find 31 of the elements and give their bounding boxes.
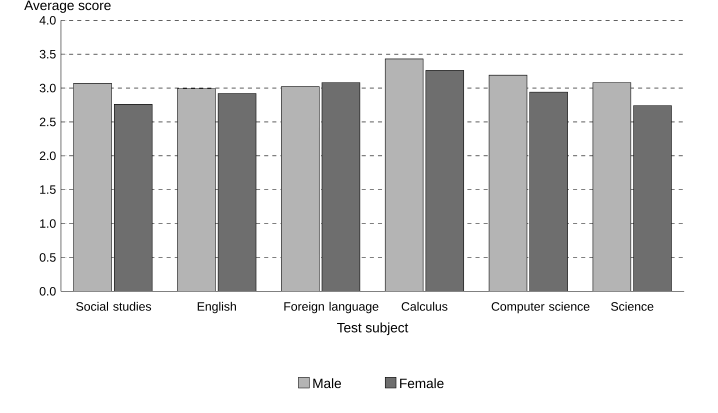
y-tick-label: 3.5 <box>40 50 56 58</box>
y-tick-label: 1.0 <box>40 219 56 228</box>
legend-label: Female <box>400 378 444 388</box>
x-tick-label: Social studies <box>76 302 152 311</box>
bar <box>592 82 632 292</box>
x-axis-title: Test subject <box>337 322 408 336</box>
bar <box>385 58 424 292</box>
bar <box>114 104 152 292</box>
bar <box>74 83 112 292</box>
x-tick-label: English <box>198 302 236 314</box>
legend-label: Male <box>313 378 341 388</box>
bar <box>218 93 256 292</box>
y-tick-label: 2.5 <box>40 118 56 126</box>
x-tick-label: Computer science <box>492 302 590 314</box>
y-tick-label: 0.0 <box>40 286 56 296</box>
x-tick-label: Science <box>611 302 654 311</box>
y-tick-label: 1.5 <box>40 185 56 194</box>
y-axis-title: Average score <box>24 0 111 13</box>
y-tick-label: 0.5 <box>40 252 56 262</box>
bar <box>633 105 672 292</box>
x-tick-label: Foreign language <box>284 302 378 314</box>
bar <box>177 88 216 292</box>
bar <box>530 92 568 292</box>
bar <box>489 75 527 292</box>
y-tick-label: 3.0 <box>40 84 56 92</box>
y-tick-label: 2.0 <box>40 151 56 160</box>
bar <box>322 82 360 292</box>
bar <box>281 86 320 292</box>
y-tick-label: 4.0 <box>40 16 56 25</box>
x-tick-label: Calculus <box>402 302 448 311</box>
bar <box>426 70 464 292</box>
